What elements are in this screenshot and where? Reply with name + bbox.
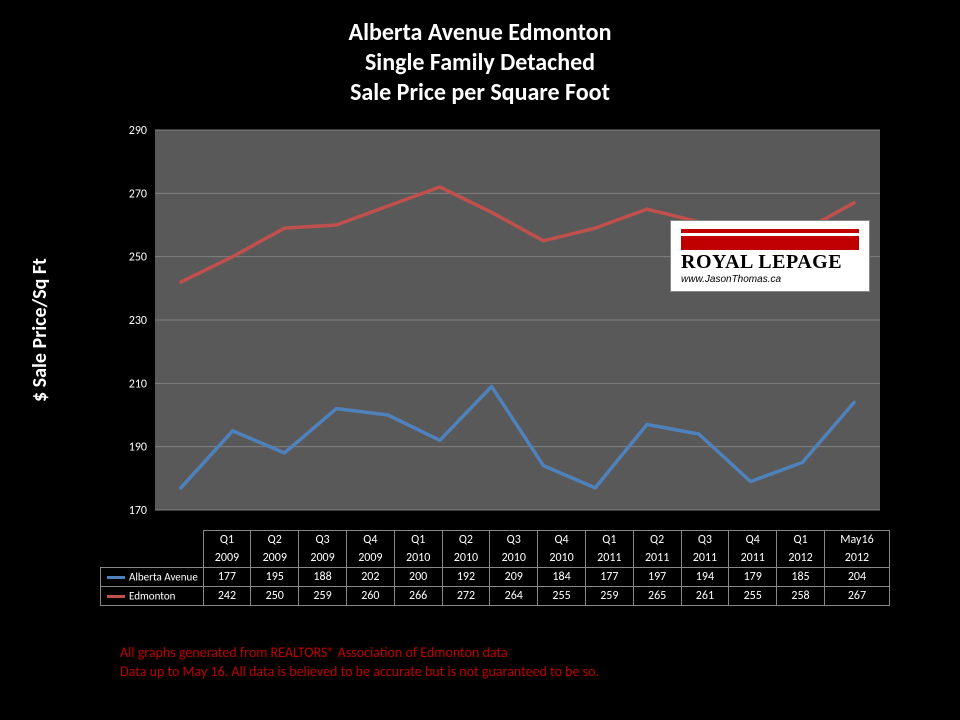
x-category-label: 2009 [251,549,299,568]
legend-cell: Alberta Avenue [101,568,204,587]
x-category-label: Q3 [681,531,729,550]
data-cell: 250 [251,587,299,606]
x-category-label: 2009 [299,549,347,568]
line-chart: 170 190 210 230 250 270 290 [100,120,890,520]
x-category-label: Q4 [346,531,394,550]
data-cell: 188 [299,568,347,587]
data-cell: 195 [251,568,299,587]
data-cell: 194 [681,568,729,587]
x-category-label: Q4 [729,531,777,550]
logo-bar-icon [681,236,859,250]
x-category-label: Q4 [538,531,586,550]
data-cell: 260 [346,587,394,606]
data-cell: 184 [538,568,586,587]
legend-label: Edmonton [129,590,175,603]
legend-cell: Edmonton [101,587,204,606]
x-category-label: 2011 [681,549,729,568]
data-cell: 197 [633,568,681,587]
legend-label: Alberta Avenue [129,571,198,584]
data-cell: 200 [394,568,442,587]
footnote-line-1: All graphs generated from REALTORS® Asso… [120,644,599,663]
x-category-label: Q3 [299,531,347,550]
x-category-label: Q1 [394,531,442,550]
data-cell: 259 [585,587,633,606]
page: Alberta Avenue Edmonton Single Family De… [0,0,960,720]
data-cell: 255 [538,587,586,606]
y-tick-label: 210 [129,377,147,391]
x-category-label: Q2 [251,531,299,550]
data-cell: 202 [346,568,394,587]
chart-data-table: Q1Q2Q3Q4Q1Q2Q3Q4Q1Q2Q3Q4Q1May16200920092… [100,530,890,606]
footnote: All graphs generated from REALTORS® Asso… [120,644,599,682]
legend-swatch-icon [107,595,125,598]
x-category-label: May16 [824,531,889,550]
x-category-label: 2012 [824,549,889,568]
data-cell: 267 [824,587,889,606]
royal-lepage-logo: ROYAL LEPAGE www.JasonThomas.ca [670,220,870,292]
logo-bar-icon [681,229,859,233]
y-axis-label: $ Sale Price/Sq Ft [28,258,52,402]
x-category-label: Q1 [777,531,825,550]
chart-title-line-2: Single Family Detached [0,48,960,78]
data-cell: 179 [729,568,777,587]
data-cell: 261 [681,587,729,606]
x-category-label: 2011 [585,549,633,568]
data-cell: 259 [299,587,347,606]
y-tick-label: 230 [129,314,147,328]
data-cell: 209 [490,568,538,587]
x-category-label: 2010 [538,549,586,568]
data-cell: 192 [442,568,490,587]
y-tick-label: 290 [129,124,147,138]
x-category-label: 2011 [729,549,777,568]
data-cell: 255 [729,587,777,606]
x-category-label: 2010 [394,549,442,568]
data-cell: 177 [585,568,633,587]
x-category-label: Q2 [442,531,490,550]
x-category-label: 2012 [777,549,825,568]
data-cell: 265 [633,587,681,606]
footnote-line-2: Data up to May 16. All data is believed … [120,663,599,682]
x-category-label: Q2 [633,531,681,550]
data-cell: 177 [203,568,251,587]
y-tick-label: 250 [129,251,147,265]
x-category-label: 2010 [442,549,490,568]
data-cell: 242 [203,587,251,606]
chart-area: 170 190 210 230 250 270 290 [100,120,890,520]
data-cell: 266 [394,587,442,606]
x-category-label: Q3 [490,531,538,550]
table-corner-empty [101,531,204,568]
x-category-label: Q1 [203,531,251,550]
x-category-label: 2009 [203,549,251,568]
data-cell: 204 [824,568,889,587]
x-category-label: Q1 [585,531,633,550]
chart-title-block: Alberta Avenue Edmonton Single Family De… [0,0,960,108]
y-tick-label: 190 [129,441,147,455]
logo-url-text: www.JasonThomas.ca [681,274,859,285]
x-category-label: 2010 [490,549,538,568]
chart-title-line-1: Alberta Avenue Edmonton [0,18,960,48]
x-category-label: 2011 [633,549,681,568]
data-cell: 185 [777,568,825,587]
logo-brand-text: ROYAL LEPAGE [681,252,859,272]
x-category-label: 2009 [346,549,394,568]
data-cell: 264 [490,587,538,606]
y-tick-label: 270 [129,187,147,201]
y-tick-label: 170 [129,504,147,518]
data-cell: 272 [442,587,490,606]
data-cell: 258 [777,587,825,606]
legend-swatch-icon [107,576,125,579]
chart-title-line-3: Sale Price per Square Foot [0,78,960,108]
